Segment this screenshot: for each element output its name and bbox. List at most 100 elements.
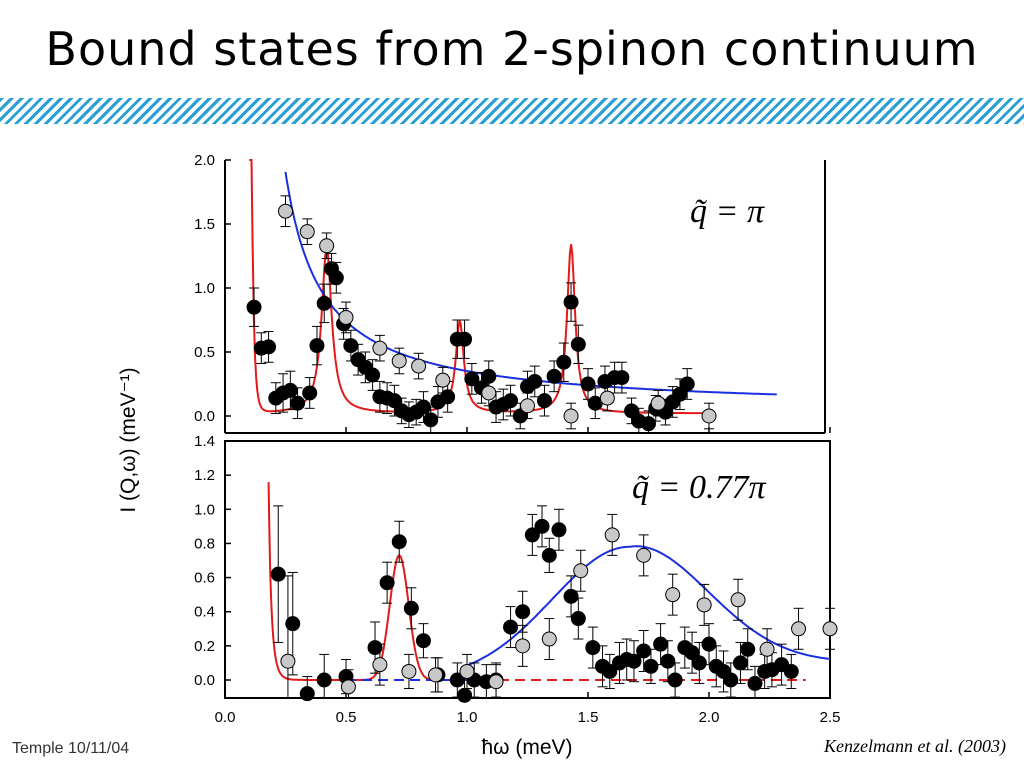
citation: Kenzelmann et al. (2003) (824, 736, 1006, 756)
top-black-data-point (536, 393, 552, 409)
top-black-data-point (423, 412, 439, 428)
top-gray-data-point (319, 238, 335, 254)
bottom-gray-data-point (372, 657, 388, 673)
bottom-gray-data-point (428, 667, 444, 683)
bottom-black-data-point (602, 663, 618, 679)
bottom-red-fit (267, 482, 467, 681)
bottom-black-data-point (783, 663, 799, 679)
x-axis-title: ħω (meV) (481, 736, 572, 759)
top-black-data-point (343, 338, 359, 354)
x-tick-label: 2.0 (699, 709, 720, 726)
top-gray-data-point (372, 340, 388, 356)
bottom-y-tick-label: 0.4 (194, 604, 215, 621)
bottom-y-tick-label: 0.2 (194, 638, 215, 655)
bottom-black-data-point (667, 672, 683, 688)
bottom-black-data-point (691, 655, 707, 671)
top-y-tick-label: 1.5 (194, 216, 215, 233)
top-black-data-point (503, 393, 519, 409)
bottom-black-data-point (653, 636, 669, 652)
bottom-black-data-point (503, 619, 519, 635)
y-axis-title: I (Q,ω) (meV⁻¹) (117, 367, 140, 512)
bottom-black-data-point (636, 643, 652, 659)
bottom-gray-data-point (665, 587, 681, 603)
bottom-black-data-point (270, 566, 286, 582)
bottom-black-data-point (643, 658, 659, 674)
top-gray-data-point (391, 353, 407, 369)
bottom-gray-data-point (759, 641, 775, 657)
x-tick-label: 1.5 (578, 709, 599, 726)
bottom-black-data-point (551, 522, 567, 538)
top-gray-data-point (701, 408, 717, 424)
bottom-y-tick-label: 1.4 (194, 433, 215, 450)
top-black-data-point (261, 339, 277, 355)
bottom-y-tick-label: 0.8 (194, 535, 215, 552)
bottom-gray-data-point (340, 679, 356, 695)
bottom-black-data-point (747, 675, 763, 691)
bottom-black-data-point (541, 547, 557, 563)
top-black-data-point (679, 376, 695, 392)
bottom-gray-data-point (459, 663, 475, 679)
top-black-data-point (328, 270, 344, 286)
bottom-black-data-point (701, 636, 717, 652)
top-gray-data-point (299, 224, 315, 240)
bottom-black-data-point (457, 687, 473, 703)
top-black-data-point (464, 371, 480, 387)
top-gray-data-point (599, 390, 615, 406)
top-panel-annotation: q̃ = π (690, 193, 765, 230)
top-black-data-point (570, 336, 586, 352)
top-y-tick-label: 2.0 (194, 152, 215, 169)
footer-date: Temple 10/11/04 (12, 740, 130, 757)
bottom-black-data-point (299, 686, 315, 702)
bottom-black-data-point (570, 611, 586, 627)
title-divider-hatch (0, 98, 1024, 124)
bottom-gray-data-point (791, 621, 807, 637)
bottom-gray-data-point (730, 592, 746, 608)
top-black-data-point (246, 299, 262, 315)
x-tick-label: 0.0 (215, 709, 236, 726)
top-black-data-point (316, 295, 332, 311)
bottom-black-data-point (563, 588, 579, 604)
bottom-y-tick-label: 1.0 (194, 501, 215, 518)
bottom-gray-data-point (573, 563, 589, 579)
bottom-black-data-point (285, 616, 301, 632)
bottom-gray-data-point (515, 638, 531, 654)
bottom-black-data-point (740, 641, 756, 657)
top-black-data-point (614, 370, 630, 386)
bottom-black-data-point (391, 534, 407, 550)
bottom-panel-frame (224, 440, 831, 699)
bottom-gray-data-point (604, 527, 620, 543)
top-y-tick-label: 1.0 (194, 280, 215, 297)
top-black-data-point (527, 373, 543, 389)
top-y-tick-label: 0.0 (194, 408, 215, 425)
top-black-data-point (546, 368, 562, 384)
top-y-tick-label: 0.5 (194, 344, 215, 361)
bottom-black-data-point (723, 672, 739, 688)
top-black-data-point (580, 376, 596, 392)
bottom-gray-data-point (541, 631, 557, 647)
bottom-blue-fit (466, 545, 831, 667)
top-gray-data-point (650, 395, 666, 411)
bottom-black-data-point (626, 653, 642, 669)
bottom-black-data-point (379, 575, 395, 591)
bottom-gray-data-point (280, 653, 296, 669)
top-gray-data-point (411, 358, 427, 374)
top-black-data-point (365, 367, 381, 383)
slide-title: Bound states from 2-spinon continuum (45, 22, 979, 76)
x-tick-label: 1.0 (457, 709, 478, 726)
bottom-black-data-point (415, 633, 431, 649)
bottom-black-data-point (534, 518, 550, 534)
top-black-data-point (556, 354, 572, 370)
bottom-black-data-point (524, 527, 540, 543)
x-tick-label: 0.5 (336, 709, 357, 726)
top-black-data-point (302, 385, 318, 401)
bottom-black-data-point (585, 640, 601, 656)
top-black-data-point (563, 294, 579, 310)
bottom-y-tick-label: 1.2 (194, 467, 215, 484)
top-black-data-point (641, 416, 656, 432)
top-gray-data-point (278, 203, 293, 219)
bottom-y-tick-label: 0.6 (194, 570, 215, 587)
top-black-data-point (290, 395, 306, 411)
bottom-panel-annotation: q̃ = 0.77π (632, 469, 766, 506)
bottom-black-data-point (403, 600, 419, 616)
